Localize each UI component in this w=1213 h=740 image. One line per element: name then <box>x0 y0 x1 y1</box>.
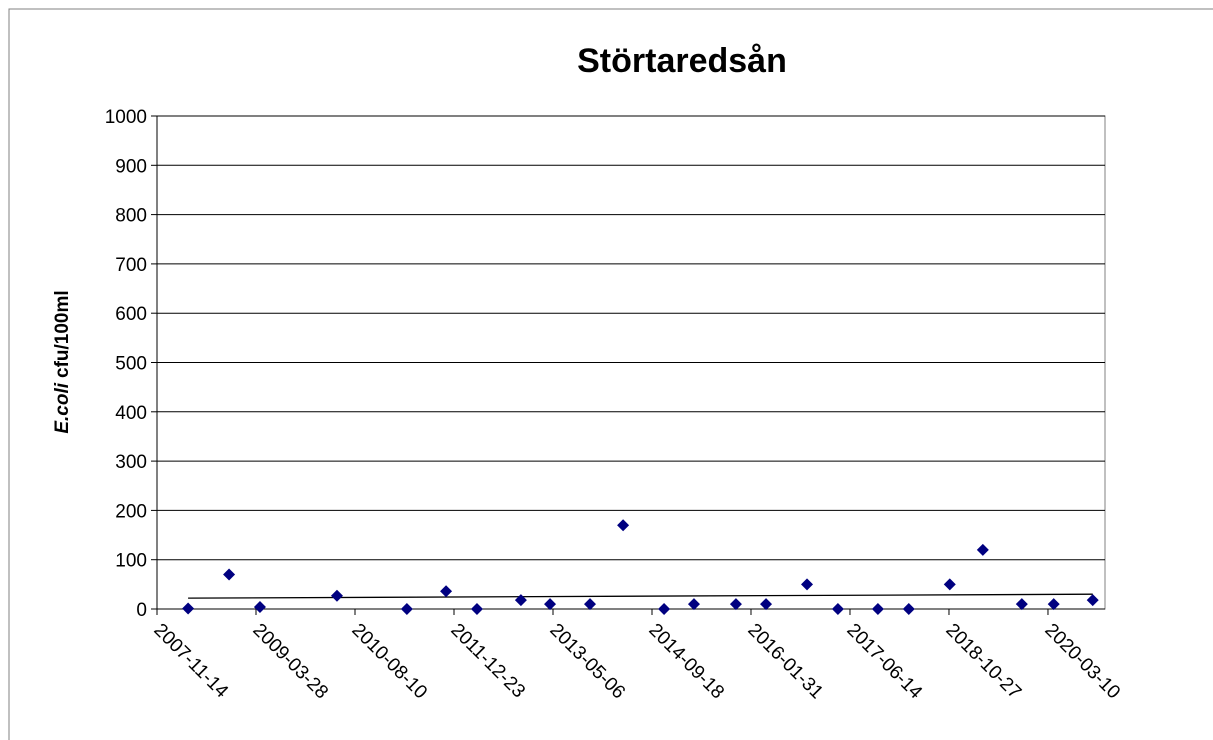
point <box>687 598 700 611</box>
point <box>1086 594 1099 607</box>
y-tick-label: 500 <box>115 354 147 375</box>
y-tick-label: 700 <box>115 255 147 276</box>
point <box>584 598 597 611</box>
point <box>617 519 630 532</box>
point <box>1015 598 1028 611</box>
point <box>729 598 742 611</box>
point <box>182 602 195 615</box>
point <box>470 603 483 615</box>
point <box>760 598 773 611</box>
point <box>400 603 413 615</box>
y-axis-label-part: E.coli <box>52 382 73 433</box>
point <box>544 598 557 611</box>
point <box>440 585 453 598</box>
point <box>801 578 814 591</box>
chart-frame <box>8 8 1213 740</box>
point <box>330 589 343 602</box>
y-tick-label: 600 <box>115 304 147 325</box>
y-tick-label: 200 <box>115 501 147 522</box>
y-axis-label: E.coli cfu/100ml <box>52 290 73 433</box>
point <box>976 543 989 556</box>
y-tick-label: 800 <box>115 206 147 227</box>
point <box>514 594 527 607</box>
point <box>253 601 266 614</box>
y-axis-label-part: cfu/100ml <box>52 290 73 378</box>
y-tick-label: 400 <box>115 403 147 424</box>
point <box>902 603 915 615</box>
chart-title: Störtaredsån <box>577 42 787 80</box>
y-tick-label: 0 <box>136 600 147 621</box>
y-tick-label: 300 <box>115 452 147 473</box>
y-tick-label: 100 <box>115 551 147 572</box>
point <box>658 603 671 615</box>
point <box>831 603 844 615</box>
point <box>1047 598 1060 611</box>
y-tick-label: 900 <box>115 156 147 177</box>
y-tick-label: 1000 <box>105 107 147 128</box>
point <box>943 578 956 591</box>
point <box>871 603 884 615</box>
point <box>223 568 236 581</box>
